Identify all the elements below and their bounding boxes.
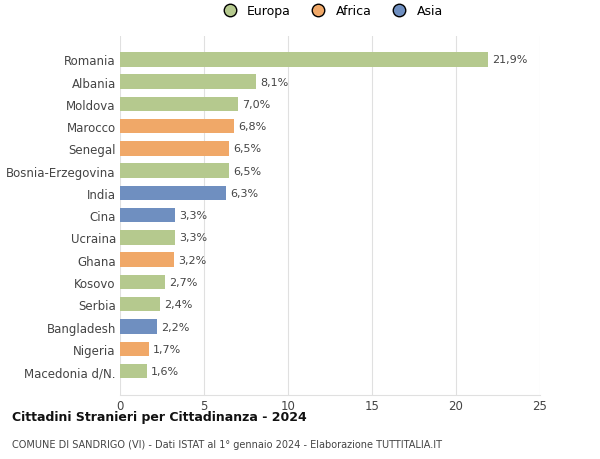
Bar [120,275,166,290]
Bar [120,364,147,379]
Text: 3,3%: 3,3% [179,233,208,243]
Bar [120,164,229,179]
Bar [120,97,238,112]
Text: 1,6%: 1,6% [151,366,179,376]
Text: 3,2%: 3,2% [178,255,206,265]
Text: 6,5%: 6,5% [233,166,262,176]
Text: 2,2%: 2,2% [161,322,190,332]
Text: 1,7%: 1,7% [153,344,181,354]
Text: 8,1%: 8,1% [260,78,289,87]
Text: 2,7%: 2,7% [170,277,198,287]
Text: 2,4%: 2,4% [164,300,193,309]
Bar [120,319,157,334]
Bar [120,75,256,90]
Bar [120,142,229,157]
Text: 6,3%: 6,3% [230,189,258,198]
Bar [120,186,226,201]
Bar [120,231,175,245]
Text: 6,8%: 6,8% [238,122,266,132]
Bar [120,342,149,356]
Bar [120,120,234,134]
Bar [120,53,488,67]
Bar [120,208,175,223]
Text: 21,9%: 21,9% [492,55,527,65]
Bar [120,253,174,268]
Text: Cittadini Stranieri per Cittadinanza - 2024: Cittadini Stranieri per Cittadinanza - 2… [12,410,307,423]
Legend: Europa, Africa, Asia: Europa, Africa, Asia [212,0,448,23]
Text: 6,5%: 6,5% [233,144,262,154]
Text: 7,0%: 7,0% [242,100,270,110]
Text: COMUNE DI SANDRIGO (VI) - Dati ISTAT al 1° gennaio 2024 - Elaborazione TUTTITALI: COMUNE DI SANDRIGO (VI) - Dati ISTAT al … [12,440,442,449]
Text: 3,3%: 3,3% [179,211,208,221]
Bar [120,297,160,312]
